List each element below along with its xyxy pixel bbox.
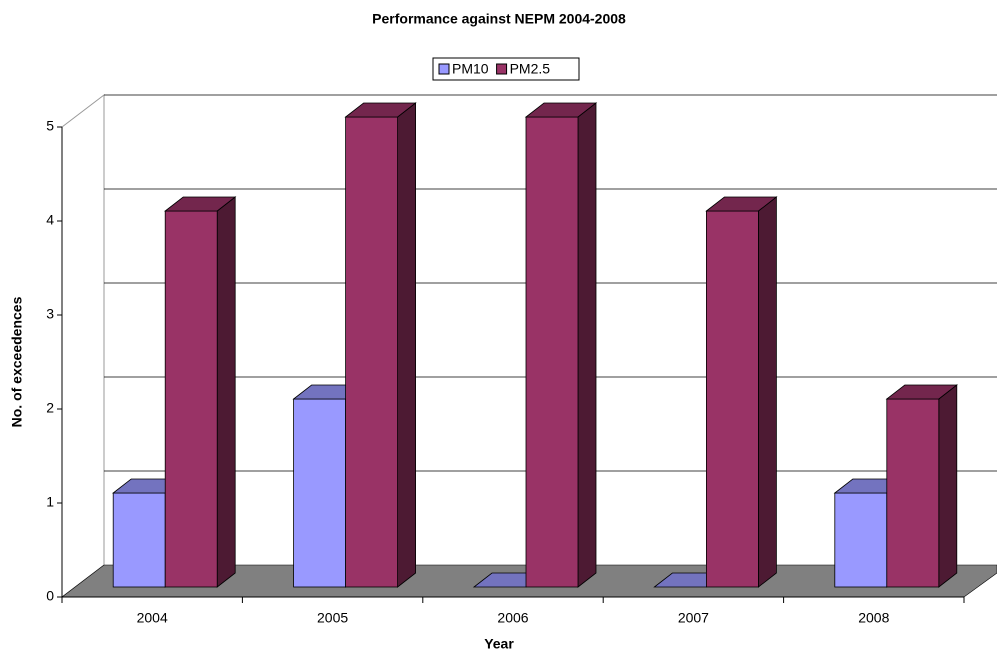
- bar-side: [938, 384, 958, 588]
- chart-title: Performance against NEPM 2004-2008: [372, 11, 626, 27]
- x-tick-label: 2006: [497, 610, 528, 626]
- bar: [525, 116, 579, 588]
- bar: [164, 210, 218, 588]
- bar-top: [705, 196, 778, 212]
- legend-swatch: [496, 63, 508, 75]
- back-wall: [61, 93, 105, 599]
- legend-label: PM2.5: [510, 61, 551, 77]
- bar: [345, 116, 399, 588]
- y-tick-label: 0: [46, 588, 54, 604]
- y-tick-label: 1: [46, 494, 54, 510]
- bar-side: [577, 102, 597, 588]
- y-tick-label: 5: [46, 118, 54, 134]
- bar-top: [524, 102, 598, 118]
- bar-side: [758, 196, 777, 588]
- x-axis-label: Year: [484, 636, 514, 652]
- bar-side: [216, 196, 236, 588]
- x-tick-label: 2007: [678, 610, 709, 626]
- y-tick-label: 3: [46, 306, 54, 322]
- y-axis-label: No. of exceedences: [9, 296, 25, 427]
- bar: [112, 492, 166, 588]
- y-tick-label: 4: [46, 212, 54, 228]
- bar: [886, 398, 940, 588]
- legend-swatch: [438, 63, 450, 75]
- bar-side: [397, 102, 417, 588]
- y-tick-label: 2: [46, 400, 54, 416]
- x-tick-label: 2004: [137, 610, 168, 626]
- bar-top: [344, 102, 417, 118]
- bar-top: [164, 196, 237, 212]
- x-tick-label: 2008: [858, 610, 889, 626]
- bar: [293, 398, 347, 588]
- bar: [706, 210, 759, 588]
- bar: [834, 492, 888, 588]
- x-tick-label: 2005: [317, 610, 348, 626]
- legend-label: PM10: [452, 61, 489, 77]
- bar-top: [885, 384, 958, 400]
